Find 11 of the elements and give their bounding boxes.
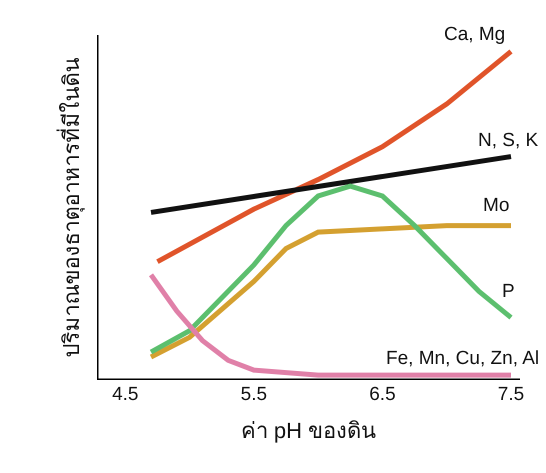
y-axis-title: ปริมาณของธาตุอาหารที่มีในดิน xyxy=(56,58,85,358)
x-tick-label: 6.5 xyxy=(369,384,396,405)
x-axis-title: ค่า pH ของดิน xyxy=(240,418,376,443)
series-label: P xyxy=(502,281,515,302)
series-label: Fe, Mn, Cu, Zn, Al xyxy=(386,348,540,369)
x-tick-label: 4.5 xyxy=(112,384,138,405)
series-label: Ca, Mg xyxy=(444,24,506,45)
series-label: Mo xyxy=(483,195,510,216)
x-tick-label: 7.5 xyxy=(498,384,524,405)
series-label: N, S, K xyxy=(478,130,539,151)
x-tick-label: 5.5 xyxy=(240,384,268,405)
